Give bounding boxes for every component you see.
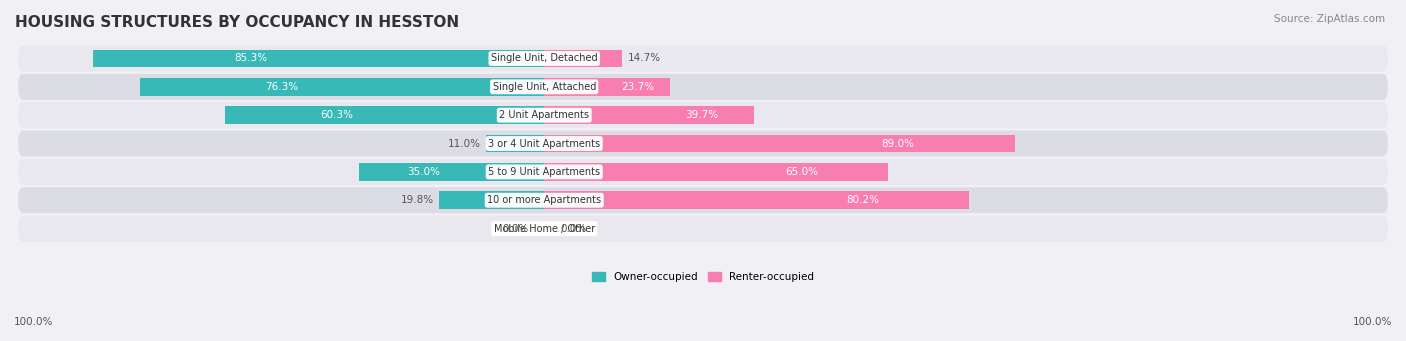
Text: 100.0%: 100.0% xyxy=(1353,317,1392,327)
Text: 0.0%: 0.0% xyxy=(560,224,586,234)
Text: 80.2%: 80.2% xyxy=(846,195,879,205)
Text: Single Unit, Attached: Single Unit, Attached xyxy=(492,82,596,92)
Bar xyxy=(93,50,544,67)
FancyBboxPatch shape xyxy=(18,102,1388,128)
Text: 100.0%: 100.0% xyxy=(14,317,53,327)
Bar xyxy=(544,78,669,95)
FancyBboxPatch shape xyxy=(18,74,1388,100)
Text: 0.0%: 0.0% xyxy=(502,224,529,234)
Text: 10 or more Apartments: 10 or more Apartments xyxy=(486,195,602,205)
Text: 60.3%: 60.3% xyxy=(321,110,353,120)
Text: 19.8%: 19.8% xyxy=(401,195,434,205)
FancyBboxPatch shape xyxy=(18,159,1388,185)
Text: 39.7%: 39.7% xyxy=(685,110,718,120)
FancyBboxPatch shape xyxy=(18,131,1388,157)
Bar xyxy=(359,163,544,181)
Bar xyxy=(544,163,889,181)
Text: Source: ZipAtlas.com: Source: ZipAtlas.com xyxy=(1274,14,1385,24)
Bar xyxy=(141,78,544,95)
Text: 5 to 9 Unit Apartments: 5 to 9 Unit Apartments xyxy=(488,167,600,177)
FancyBboxPatch shape xyxy=(18,187,1388,213)
Legend: Owner-occupied, Renter-occupied: Owner-occupied, Renter-occupied xyxy=(588,268,818,286)
Text: 2 Unit Apartments: 2 Unit Apartments xyxy=(499,110,589,120)
Bar xyxy=(440,191,544,209)
Bar xyxy=(544,191,969,209)
Bar xyxy=(544,106,755,124)
Bar xyxy=(544,50,621,67)
Bar xyxy=(225,106,544,124)
Text: 35.0%: 35.0% xyxy=(408,167,440,177)
Text: 23.7%: 23.7% xyxy=(621,82,655,92)
Text: 3 or 4 Unit Apartments: 3 or 4 Unit Apartments xyxy=(488,138,600,149)
FancyBboxPatch shape xyxy=(18,216,1388,242)
Text: 14.7%: 14.7% xyxy=(627,54,661,63)
Text: HOUSING STRUCTURES BY OCCUPANCY IN HESSTON: HOUSING STRUCTURES BY OCCUPANCY IN HESST… xyxy=(15,15,460,30)
Text: 11.0%: 11.0% xyxy=(447,138,481,149)
Bar xyxy=(486,135,544,152)
Text: Mobile Home / Other: Mobile Home / Other xyxy=(494,224,595,234)
Text: Single Unit, Detached: Single Unit, Detached xyxy=(491,54,598,63)
Text: 89.0%: 89.0% xyxy=(882,138,914,149)
Text: 76.3%: 76.3% xyxy=(266,82,298,92)
Text: 85.3%: 85.3% xyxy=(235,54,267,63)
FancyBboxPatch shape xyxy=(18,45,1388,72)
Bar xyxy=(544,135,1015,152)
Text: 65.0%: 65.0% xyxy=(786,167,818,177)
